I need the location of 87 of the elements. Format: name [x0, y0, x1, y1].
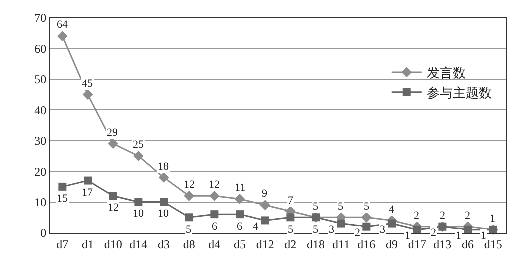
y-tick-label: 40 — [34, 103, 47, 118]
x-tick-label: d6 — [462, 237, 474, 252]
legend-label: 参与主题数 — [426, 85, 492, 100]
point — [210, 210, 219, 219]
point — [337, 220, 346, 228]
data-label: 2 — [465, 210, 470, 222]
data-label: 7 — [288, 195, 294, 207]
x-tick-label: d12 — [256, 237, 274, 252]
x-tick-label: d8 — [183, 237, 196, 252]
data-label: 1 — [456, 230, 462, 242]
data-label: 12 — [108, 202, 119, 214]
point — [57, 31, 68, 42]
data-label: 1 — [405, 230, 410, 242]
data-label: 5 — [364, 201, 370, 213]
point — [134, 198, 143, 206]
data-label: 12 — [184, 179, 195, 191]
data-label: 1 — [490, 213, 496, 225]
data-label: 5 — [288, 224, 294, 236]
x-tick-label: d17 — [408, 237, 426, 252]
y-tick-label: 50 — [34, 72, 47, 87]
point — [261, 216, 270, 225]
point — [388, 220, 396, 228]
x-tick-label: d15 — [484, 237, 502, 252]
data-label: 12 — [209, 179, 220, 191]
point — [84, 176, 92, 185]
y-tick-label: 30 — [34, 134, 47, 148]
x-tick-label: d9 — [386, 237, 398, 252]
data-label: 3 — [329, 224, 335, 236]
data-label: 2 — [355, 227, 360, 239]
point — [362, 222, 371, 231]
point — [234, 194, 246, 204]
data-label: 2 — [431, 227, 436, 239]
data-label: 5 — [338, 201, 344, 213]
point — [236, 210, 244, 219]
data-label: 2 — [414, 210, 420, 222]
point — [133, 151, 144, 162]
data-label: 4 — [389, 204, 395, 216]
data-label: 17 — [82, 187, 94, 199]
x-tick-label: d18 — [307, 237, 325, 252]
y-tick-label: 70 — [34, 11, 47, 26]
data-label: 4 — [253, 221, 259, 233]
point — [58, 182, 67, 191]
x-tick-label: d4 — [208, 237, 221, 252]
x-tick-label: d16 — [358, 237, 376, 252]
data-label: 10 — [158, 208, 170, 220]
y-tick-label: 20 — [34, 164, 47, 179]
point — [286, 214, 295, 222]
data-label: 9 — [262, 188, 268, 200]
data-label: 2 — [440, 210, 446, 222]
data-label: 3 — [380, 224, 386, 236]
x-tick-label: d13 — [434, 237, 452, 252]
point — [158, 172, 170, 183]
data-label: 29 — [107, 127, 118, 139]
data-label: 25 — [133, 139, 144, 151]
y-tick-label: 60 — [34, 42, 47, 56]
point — [160, 198, 168, 206]
point — [109, 192, 118, 200]
data-label: 5 — [313, 201, 319, 213]
x-tick-label: d1 — [82, 237, 94, 252]
point — [184, 190, 195, 202]
point — [260, 200, 271, 211]
y-tick-label: 0 — [40, 226, 47, 240]
data-label: 45 — [82, 78, 94, 90]
x-tick-label: d7 — [56, 237, 69, 252]
data-label: 5 — [186, 224, 192, 236]
x-tick-label: d10 — [104, 237, 122, 252]
y-tick-label: 10 — [34, 195, 47, 210]
point — [361, 212, 372, 223]
data-label: 6 — [237, 221, 243, 233]
x-tick-label: d3 — [158, 237, 170, 252]
point — [108, 138, 119, 150]
point — [185, 214, 194, 222]
x-tick-label: d2 — [284, 237, 297, 252]
data-label: 5 — [313, 224, 319, 236]
x-tick-label: d14 — [130, 237, 148, 252]
x-tick-label: d5 — [234, 237, 246, 252]
data-label: 15 — [57, 193, 68, 205]
data-label: 18 — [158, 161, 170, 173]
data-label: 6 — [212, 221, 218, 233]
point — [82, 90, 94, 100]
data-label: 1 — [481, 230, 486, 242]
point — [209, 190, 220, 202]
legend-label: 发言数 — [426, 66, 466, 81]
x-tick-label: d11 — [332, 237, 350, 252]
data-label: 10 — [133, 208, 144, 220]
data-label: 11 — [235, 182, 246, 194]
data-label: 64 — [57, 19, 68, 31]
